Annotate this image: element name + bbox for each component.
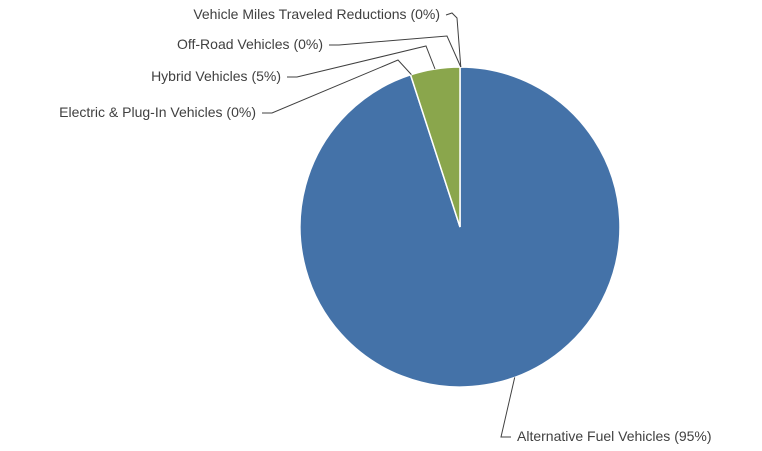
leader-line-alternative-fuel-vehicles	[500, 377, 516, 438]
pie-slices	[299, 66, 621, 388]
slice-labels: Alternative Fuel Vehicles (95%) Electric …	[59, 6, 711, 444]
leader-line-off-road-vehicles	[329, 35, 462, 68]
slice-label-vehicle-miles-traveled-reductions: Vehicle Miles Traveled Reductions (0%)	[193, 6, 440, 22]
leader-line-hybrid-vehicles	[287, 45, 436, 78]
pie-slice-hybrid-vehicles	[409, 66, 461, 228]
slice-label-electric-and-plug-in-vehicles: Electric & Plug-In Vehicles (0%)	[59, 104, 256, 120]
leader-line-vehicle-miles-traveled-reductions	[445, 12, 462, 68]
leader-line-electric-and-plug-in-vehicles	[262, 59, 412, 114]
slice-label-hybrid-vehicles: Hybrid Vehicles (5%)	[151, 68, 281, 84]
slice-label-alternative-fuel-vehicles: Alternative Fuel Vehicles (95%)	[517, 428, 712, 444]
slice-label-off-road-vehicles: Off-Road Vehicles (0%)	[177, 36, 323, 52]
leader-lines	[262, 12, 516, 438]
